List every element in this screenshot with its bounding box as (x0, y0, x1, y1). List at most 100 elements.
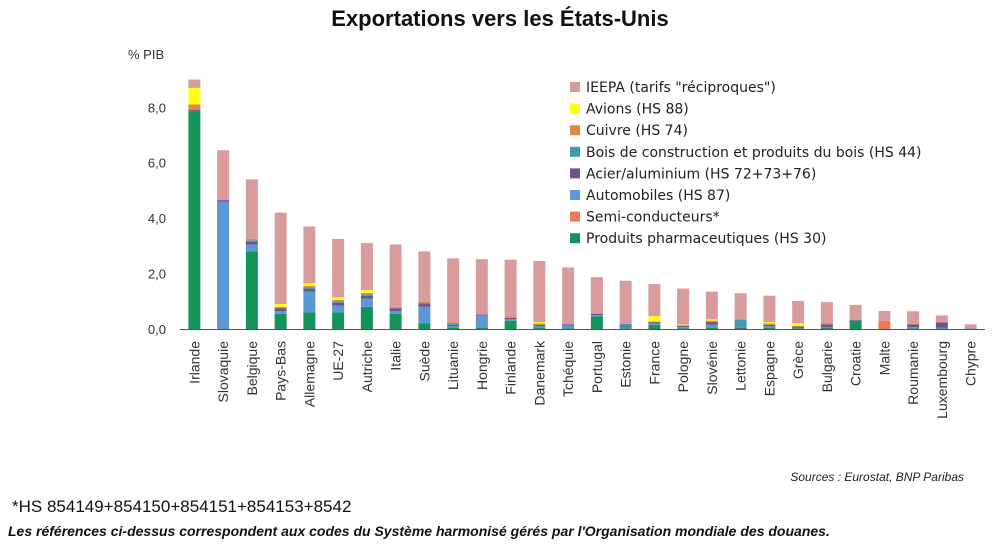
bar-segment-cuivre-hs-74 (447, 322, 460, 324)
bar-segment-bois-de-construction-et-produits-du-bois-hs-44 (332, 301, 345, 303)
bar-segment-produits-pharmaceutiques-hs-30 (447, 327, 460, 329)
bar-segment-automobiles-hs-87 (245, 244, 258, 252)
bar-segment-produits-pharmaceutiques-hs-30 (389, 313, 402, 329)
bar-segment-ieepa-tarifs-reciproques (447, 258, 460, 323)
bar-stack-danemark (533, 261, 546, 329)
footnote-text: *HS 854149+854150+854151+854153+8542 (12, 497, 352, 516)
x-tick-label: Pologne (675, 341, 691, 393)
bar-segment-cuivre-hs-74 (820, 322, 833, 325)
x-tick-label: Hongrie (474, 341, 490, 390)
bar-segment-cuivre-hs-74 (705, 320, 718, 323)
y-axis-ticks: 0,0 2,0 4,0 6,0 8,0 (148, 100, 166, 337)
bar-segment-produits-pharmaceutiques-hs-30 (677, 328, 690, 330)
bar-segment-acier-aluminium-hs-72-73-76 (619, 326, 632, 328)
bar-segment-automobiles-hs-87 (389, 310, 402, 314)
bar-stack-slovenie (705, 291, 718, 329)
bar-segment-produits-pharmaceutiques-hs-30 (504, 320, 517, 329)
bar-segment-ieepa-tarifs-reciproques (590, 277, 603, 314)
legend-label: Bois de construction et produits du bois… (586, 145, 922, 161)
legend-label: Acier/aluminium (HS 72+73+76) (586, 166, 816, 182)
bar-stack-ue-27 (332, 238, 345, 329)
bar-segment-acier-aluminium-hs-72-73-76 (360, 295, 373, 299)
legend-swatch-acier-aluminium-hs-72-73-76 (570, 168, 580, 179)
bar-stack-roumanie (907, 311, 920, 330)
bar-segment-cuivre-hs-74 (763, 323, 776, 325)
bar-segment-cuivre-hs-74 (360, 292, 373, 295)
x-tick-label: Lettonie (733, 341, 749, 391)
bar-segment-avions-hs-88 (763, 322, 776, 324)
bar-segment-cuivre-hs-74 (188, 104, 201, 111)
bar-segment-acier-aluminium-hs-72-73-76 (562, 324, 575, 326)
bar-segment-produits-pharmaceutiques-hs-30 (792, 328, 805, 330)
bar-segment-cuivre-hs-74 (274, 306, 287, 309)
bar-segment-automobiles-hs-87 (217, 201, 230, 329)
x-tick-label: Estonie (618, 341, 634, 388)
bar-stack-italie (389, 244, 402, 329)
bar-segment-cuivre-hs-74 (389, 306, 402, 309)
bar-segment-automobiles-hs-87 (935, 327, 948, 329)
bar-segment-automobiles-hs-87 (418, 306, 431, 324)
y-tick-label: 8,0 (148, 100, 166, 115)
bar-segment-acier-aluminium-hs-72-73-76 (533, 324, 546, 327)
bar-stack-chypre (964, 324, 977, 330)
bar-segment-bois-de-construction-et-produits-du-bois-hs-44 (734, 319, 747, 328)
bar-segment-cuivre-hs-74 (303, 286, 316, 288)
y-tick-label: 2,0 (148, 267, 166, 282)
bar-segment-produits-pharmaceutiques-hs-30 (533, 327, 546, 329)
bar-segment-ieepa-tarifs-reciproques (303, 226, 316, 284)
bar-segment-acier-aluminium-hs-72-73-76 (274, 308, 287, 311)
bar-segment-automobiles-hs-87 (648, 323, 661, 325)
bar-segment-produits-pharmaceutiques-hs-30 (332, 312, 345, 329)
bar-segment-bois-de-construction-et-produits-du-bois-hs-44 (418, 302, 431, 305)
bar-segment-automobiles-hs-87 (619, 327, 632, 329)
bar-stack-tchequie (562, 267, 575, 330)
bar-segment-produits-pharmaceutiques-hs-30 (734, 328, 747, 330)
legend-swatch-semi-conducteurs (570, 211, 580, 222)
legend-swatch-cuivre-hs-74 (570, 125, 580, 136)
bar-segment-automobiles-hs-87 (792, 327, 805, 329)
bar-segment-avions-hs-88 (648, 315, 661, 322)
bar-segment-produits-pharmaceutiques-hs-30 (849, 320, 862, 329)
bar-segment-acier-aluminium-hs-72-73-76 (389, 308, 402, 311)
bar-segment-avions-hs-88 (274, 304, 287, 307)
x-tick-label: Portugal (589, 341, 605, 393)
legend-label: IEEPA (tarifs "réciproques") (586, 80, 776, 96)
bar-segment-automobiles-hs-87 (562, 325, 575, 329)
bar-segment-automobiles-hs-87 (332, 305, 345, 313)
bar-segment-acier-aluminium-hs-72-73-76 (763, 324, 776, 327)
bar-segment-produits-pharmaceutiques-hs-30 (418, 323, 431, 329)
y-axis-label: % PIB (128, 47, 164, 62)
x-tick-label: Pays-Bas (273, 341, 289, 401)
bar-stack-irlande (188, 79, 201, 329)
bar-segment-produits-pharmaceutiques-hs-30 (274, 313, 287, 329)
bar-stack-grece (792, 301, 805, 330)
x-tick-label: Tchéquie (560, 341, 576, 397)
x-tick-label: Finlande (503, 341, 519, 395)
bar-stack-lettonie (734, 293, 747, 330)
bar-segment-produits-pharmaceutiques-hs-30 (188, 111, 201, 329)
bar-segment-automobiles-hs-87 (820, 327, 833, 328)
bar-segment-acier-aluminium-hs-72-73-76 (648, 322, 661, 324)
bar-segment-ieepa-tarifs-reciproques (935, 315, 948, 323)
bar-segment-acier-aluminium-hs-72-73-76 (303, 288, 316, 292)
bar-segment-bois-de-construction-et-produits-du-bois-hs-44 (303, 287, 316, 289)
bar-segment-cuivre-hs-74 (533, 323, 546, 325)
bar-segment-cuivre-hs-74 (792, 325, 805, 327)
bar-segment-avions-hs-88 (792, 323, 805, 326)
bar-segment-acier-aluminium-hs-72-73-76 (504, 317, 517, 320)
bar-segment-automobiles-hs-87 (475, 315, 488, 328)
x-tick-label: Luxembourg (934, 341, 950, 419)
bar-segment-produits-pharmaceutiques-hs-30 (648, 324, 661, 329)
bar-segment-cuivre-hs-74 (245, 238, 258, 241)
bar-segment-automobiles-hs-87 (447, 326, 460, 328)
bar-segment-acier-aluminium-hs-72-73-76 (705, 322, 718, 325)
bar-segment-produits-pharmaceutiques-hs-30 (475, 327, 488, 329)
bar-segment-avions-hs-88 (332, 297, 345, 300)
bar-segment-ieepa-tarifs-reciproques (217, 150, 230, 201)
x-tick-label: Croatie (848, 341, 864, 386)
x-axis-labels: Irlande Slovaquie Belgique Pays-Bas Allemagn… (186, 340, 978, 419)
bar-segment-ieepa-tarifs-reciproques (533, 261, 546, 323)
bar-segment-produits-pharmaceutiques-hs-30 (907, 328, 920, 330)
bar-segment-ieepa-tarifs-reciproques (360, 243, 373, 291)
bar-segment-acier-aluminium-hs-72-73-76 (217, 200, 230, 202)
